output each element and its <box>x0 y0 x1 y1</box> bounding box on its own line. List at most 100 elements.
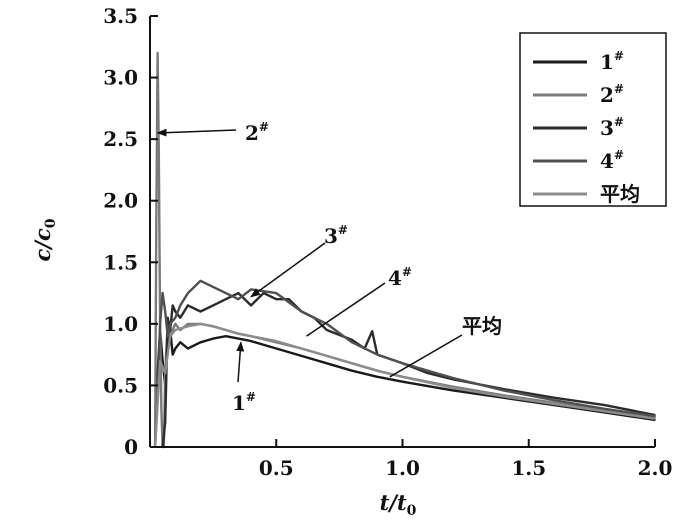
series-3-point <box>164 421 166 424</box>
series-4-point <box>237 298 240 301</box>
series-3-point <box>224 298 227 301</box>
series-4-point <box>250 288 252 291</box>
series-5-point <box>187 325 189 328</box>
y-axis-title: c/c0 <box>30 218 59 261</box>
series-1-point <box>275 347 278 350</box>
series-4-point <box>224 292 227 294</box>
series-3-point <box>371 330 374 333</box>
series-2-point <box>156 52 159 54</box>
legend-label-5: 平均 <box>600 182 640 206</box>
series-1-point <box>161 360 164 362</box>
series-3-point <box>250 304 252 307</box>
legend-label-3: 3# <box>600 115 624 140</box>
series-4-point <box>452 377 454 379</box>
series-5-point <box>300 347 303 350</box>
series-1-point <box>199 341 202 344</box>
series-4-point <box>179 304 182 307</box>
series-5-point <box>401 376 404 378</box>
series-5-point <box>553 403 555 405</box>
series-3-point <box>166 316 169 319</box>
series-1-point <box>179 341 182 344</box>
series-2-point <box>171 329 174 331</box>
y-tick-label: 3.5 <box>103 4 138 28</box>
series-4-point <box>401 362 404 365</box>
series-1-point <box>452 389 454 392</box>
annotation-leader-3 <box>306 282 386 337</box>
annotation-label-4: 1# <box>232 390 256 415</box>
series-2-point <box>155 224 158 227</box>
annotation-label-5: 平均 <box>462 314 502 338</box>
legend-label-1: 1# <box>600 49 624 74</box>
series-5-point <box>502 395 505 398</box>
series-1-point <box>300 355 303 357</box>
x-tick-label: 1.5 <box>511 456 546 480</box>
annotation-leader-2 <box>250 242 326 298</box>
series-line-3 <box>161 291 656 448</box>
series-5-point <box>169 335 171 337</box>
series-3-point <box>179 316 182 319</box>
series-4-point <box>159 323 161 325</box>
series-5-point <box>174 329 177 331</box>
series-2-point <box>187 323 189 325</box>
x-tick-label: 0.5 <box>259 456 294 480</box>
series-4-point <box>603 408 606 410</box>
series-4-point <box>376 353 379 356</box>
series-5-point <box>351 362 353 365</box>
series-line-4 <box>153 279 656 448</box>
series-3-point <box>325 329 328 331</box>
y-tick-label: 2.0 <box>103 189 138 213</box>
annotation-leader-1 <box>156 128 237 137</box>
series-1-point <box>187 347 189 350</box>
series-5-point <box>603 410 606 413</box>
series-3-point <box>171 304 174 307</box>
annotation-leader-4 <box>236 341 245 383</box>
x-ticks: 0.5 1.0 1.5 2.0 <box>259 439 673 480</box>
series-4-point <box>553 399 555 402</box>
series-5-point <box>275 340 278 342</box>
plot-area: 0.5 1.0 1.5 2.0 0 0.5 1.0 1.5 2.0 2.5 3.0 3.5 2# 3#… <box>103 4 672 480</box>
series-3-point <box>426 372 429 374</box>
series-4-point <box>199 279 202 282</box>
series-4-point <box>212 286 214 288</box>
series-5-point <box>654 417 656 420</box>
series-5-point <box>159 360 161 362</box>
series-1-point <box>224 335 227 337</box>
series-1-point <box>237 337 240 340</box>
x-tick-label: 1.0 <box>385 456 420 480</box>
x-tick-label: 2.0 <box>638 456 673 480</box>
series-4-point <box>174 316 177 319</box>
series-2-point <box>174 323 177 325</box>
legend-box <box>519 32 667 207</box>
series-3-point <box>275 298 278 301</box>
series-4-point <box>187 292 189 294</box>
series-3-point <box>553 396 555 399</box>
series-3-point <box>351 339 353 341</box>
series-4-point <box>300 310 303 313</box>
y-tick-label: 2.5 <box>103 127 138 151</box>
series-5-point <box>325 355 328 357</box>
y-tick-label: 0.5 <box>103 373 138 397</box>
series-3-point <box>212 304 214 307</box>
series-1-point <box>401 380 404 383</box>
series-5-point <box>224 329 227 331</box>
y-ticks: 0 0.5 1.0 1.5 2.0 2.5 3.0 3.5 <box>103 4 158 459</box>
legend-label-2: 2# <box>600 82 624 107</box>
series-1-point <box>376 376 379 378</box>
series-4-point <box>161 292 164 294</box>
y-tick-label: 0 <box>124 435 138 459</box>
series-4-point <box>654 415 656 418</box>
annotation-label-2: 3# <box>324 223 348 248</box>
series-5-point <box>199 323 202 325</box>
series-5-point <box>376 369 379 372</box>
series-3-point <box>603 404 606 406</box>
series-2-point <box>160 409 163 411</box>
series-4-point <box>275 292 278 294</box>
annotation-label-3: 4# <box>388 265 412 290</box>
legend-label-4: 4# <box>600 148 624 173</box>
series-1-point <box>174 347 177 350</box>
series-3-point <box>187 304 189 307</box>
x-axis-title: t/t0 <box>380 490 417 519</box>
annotation-leader-5 <box>389 334 463 378</box>
series-4-point <box>502 389 505 392</box>
